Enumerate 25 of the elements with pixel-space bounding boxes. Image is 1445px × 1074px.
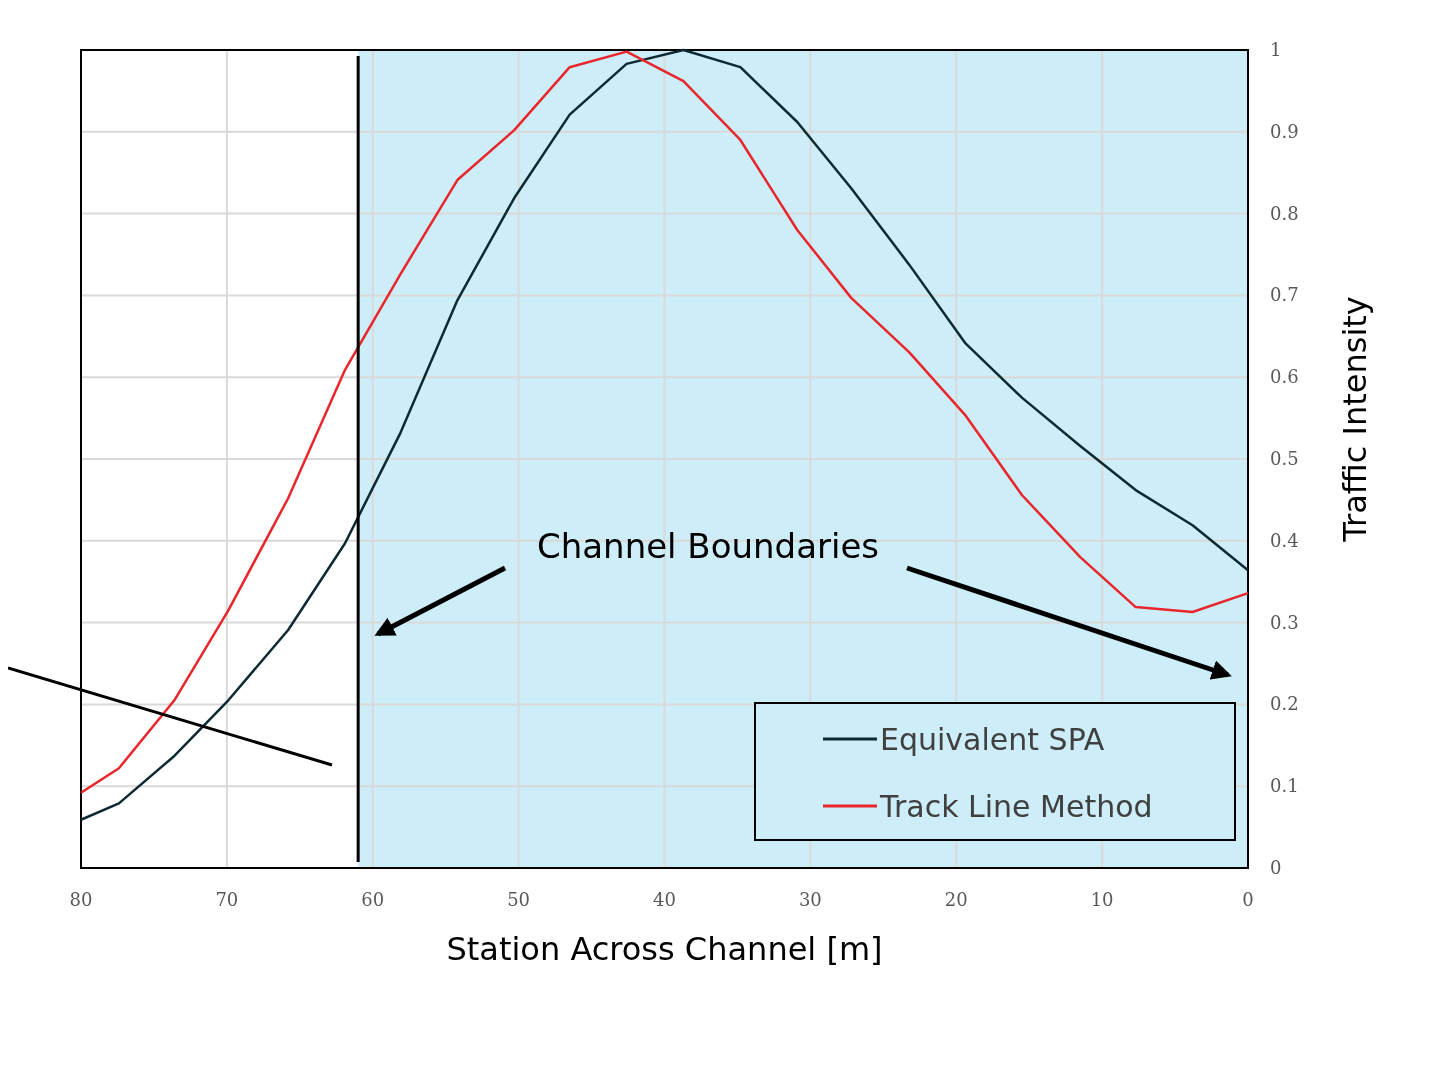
x-tick-label: 60 xyxy=(361,889,385,910)
y-tick-label: 0.7 xyxy=(1270,284,1299,306)
annotation: Channel Boundaries xyxy=(536,526,880,566)
y-tick-label: 1 xyxy=(1270,39,1282,60)
legend-label: Track Line Method xyxy=(879,789,1153,824)
y-axis-title: Traffic Intensity xyxy=(1336,296,1374,543)
x-tick-label: 10 xyxy=(1090,889,1114,910)
x-tick-label: 20 xyxy=(944,889,968,910)
y-tick-label: 0.3 xyxy=(1270,611,1299,633)
x-tick-label: 70 xyxy=(215,889,239,910)
y-tick-label: 0.1 xyxy=(1270,775,1299,797)
legend-label: Equivalent SPA xyxy=(880,722,1105,757)
x-tick-label: 50 xyxy=(507,889,531,910)
y-tick-label: 0.4 xyxy=(1270,529,1299,551)
y-tick-label: 0.6 xyxy=(1270,366,1299,388)
y-tick-label: 0.5 xyxy=(1270,448,1299,469)
x-tick-label: 0 xyxy=(1242,889,1254,910)
y-tick-label: 0.2 xyxy=(1270,693,1299,715)
x-tick-label: 40 xyxy=(653,889,676,910)
x-axis-title: Station Across Channel [m] xyxy=(446,930,883,968)
x-tick-label: 80 xyxy=(69,889,93,910)
y-tick-label: 0.9 xyxy=(1270,120,1299,142)
x-tick-label: 30 xyxy=(798,889,822,910)
y-tick-label: 0.8 xyxy=(1270,202,1299,224)
y-tick-label: 0 xyxy=(1270,857,1282,878)
